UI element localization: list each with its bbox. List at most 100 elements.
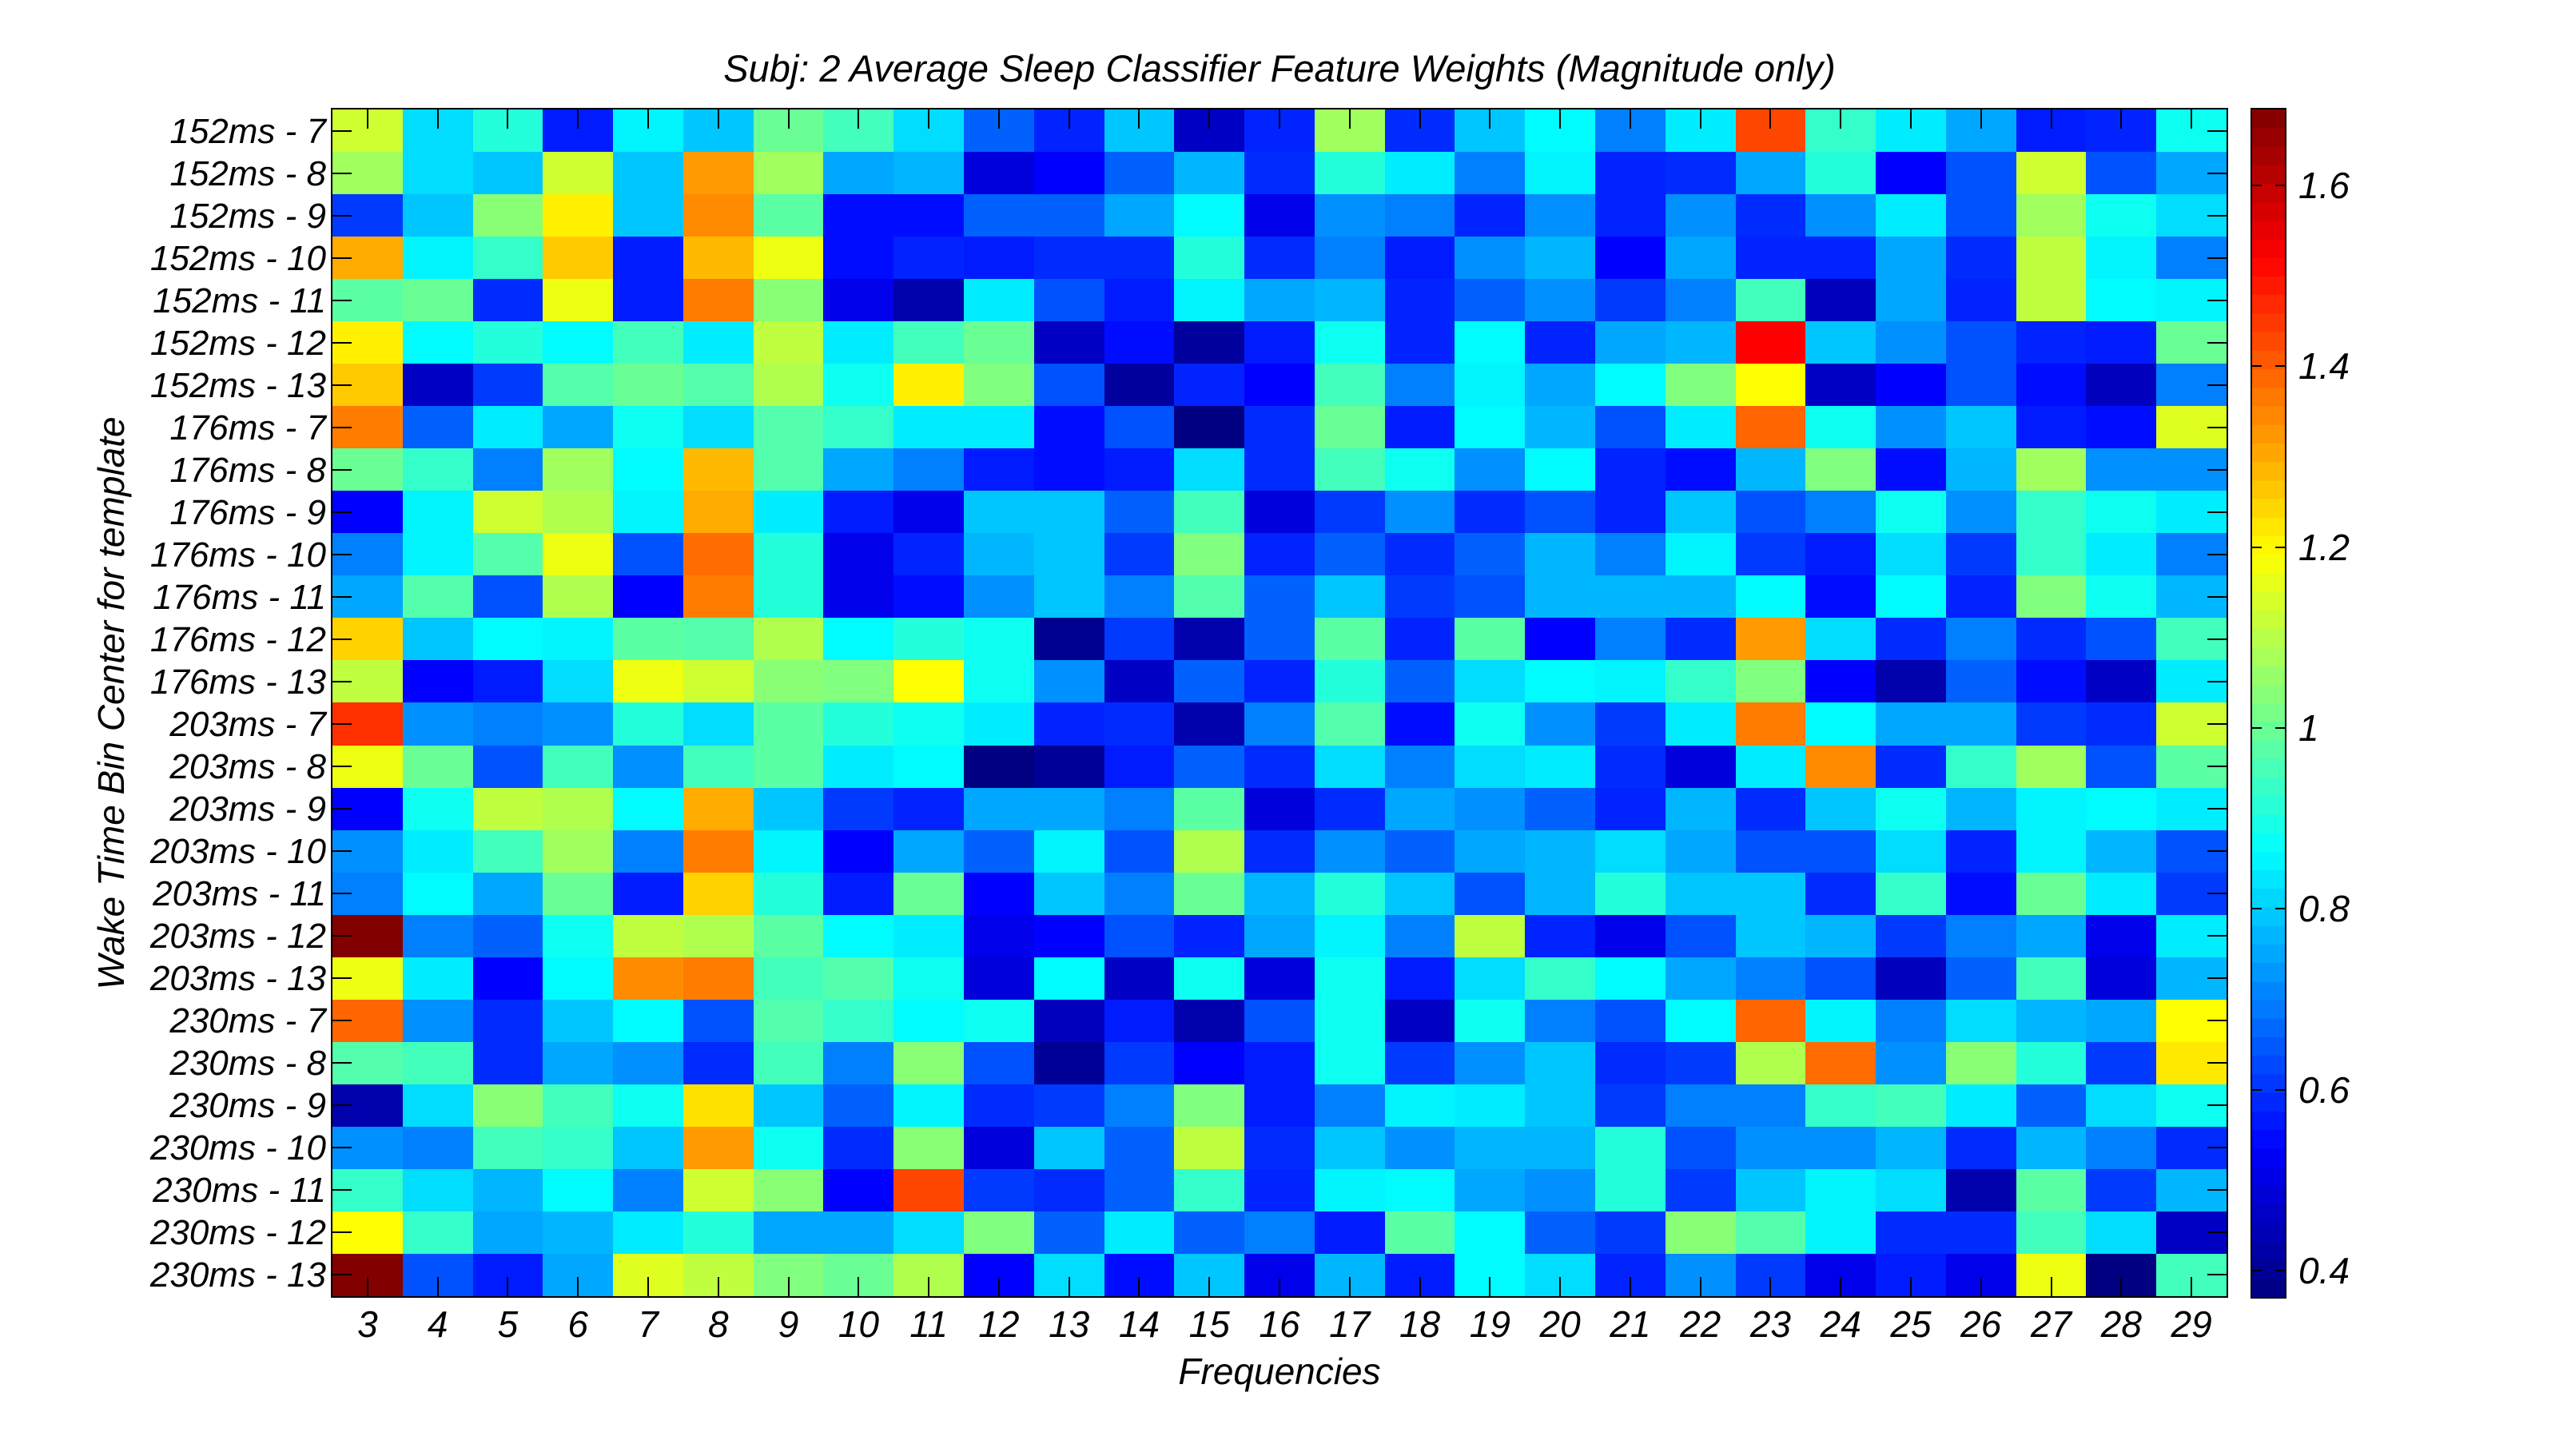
heatmap-cell xyxy=(1525,618,1595,661)
heatmap-cell xyxy=(1525,787,1595,830)
x-tick-label: 18 xyxy=(1399,1303,1441,1345)
heatmap-cell xyxy=(753,618,824,661)
heatmap-cell xyxy=(1104,1041,1175,1084)
heatmap-cell xyxy=(613,279,683,322)
y-tick-label: 203ms - 9 xyxy=(169,790,326,829)
heatmap-cell xyxy=(1805,533,1876,576)
heatmap-cell xyxy=(753,914,824,957)
heatmap-cell xyxy=(1174,872,1245,915)
colorbar-tick-mark xyxy=(2252,908,2262,910)
heatmap-cell xyxy=(2086,660,2157,703)
heatmap-cell xyxy=(1595,448,1666,491)
y-tick-mark xyxy=(2207,1231,2227,1234)
y-tick-mark xyxy=(2207,1147,2227,1149)
heatmap-cell xyxy=(1805,194,1876,237)
heatmap-cell xyxy=(1595,872,1666,915)
colorbar-tick-label: 1.2 xyxy=(2298,526,2350,568)
heatmap-cell xyxy=(543,702,614,746)
heatmap-cell xyxy=(683,533,754,576)
heatmap-cell xyxy=(1945,999,2016,1042)
y-tick-label: 203ms - 10 xyxy=(149,832,326,872)
heatmap-cell xyxy=(1244,406,1315,449)
heatmap-cell xyxy=(1033,1084,1104,1127)
y-tick-mark xyxy=(2207,1189,2227,1191)
y-tick-mark xyxy=(332,172,352,174)
heatmap-cell xyxy=(1525,364,1595,407)
heatmap-cell xyxy=(823,787,894,830)
heatmap-cell xyxy=(1525,872,1595,915)
heatmap-cell xyxy=(1384,872,1455,915)
heatmap-cell xyxy=(1805,787,1876,830)
heatmap-cell xyxy=(1174,1168,1245,1211)
heatmap-cell xyxy=(2086,618,2157,661)
heatmap-cell xyxy=(1455,1168,1526,1211)
heatmap-cell xyxy=(823,1168,894,1211)
x-tick-label: 20 xyxy=(1539,1303,1581,1345)
heatmap-cell xyxy=(823,491,894,534)
heatmap-cell xyxy=(1945,872,2016,915)
heatmap-cell xyxy=(2086,194,2157,237)
heatmap-cell xyxy=(1665,575,1736,619)
heatmap-cell xyxy=(1735,491,1806,534)
heatmap-cell xyxy=(402,1084,473,1127)
heatmap-cell xyxy=(964,152,1034,195)
heatmap-cell xyxy=(402,1041,473,1084)
x-tick-mark xyxy=(1840,109,1842,129)
heatmap-cell xyxy=(1174,448,1245,491)
heatmap-cell xyxy=(753,872,824,915)
heatmap-cell xyxy=(1945,660,2016,703)
heatmap-cell xyxy=(402,533,473,576)
heatmap-cell xyxy=(2016,914,2087,957)
heatmap-cell xyxy=(1455,406,1526,449)
heatmap-cell xyxy=(2016,1041,2087,1084)
heatmap-cell xyxy=(2016,745,2087,788)
heatmap-cell xyxy=(1945,1168,2016,1211)
heatmap-cell xyxy=(2086,829,2157,873)
x-tick-mark xyxy=(1208,1277,1211,1296)
heatmap-cell xyxy=(1735,914,1806,957)
heatmap-cell xyxy=(2086,1168,2157,1211)
heatmap-cell xyxy=(683,829,754,873)
heatmap-cell xyxy=(964,1126,1034,1169)
heatmap-cell xyxy=(1455,194,1526,237)
heatmap-cell xyxy=(1945,533,2016,576)
heatmap-cell xyxy=(753,660,824,703)
heatmap-cell xyxy=(1384,957,1455,1000)
heatmap-cell xyxy=(1876,999,1946,1042)
heatmap-cell xyxy=(1945,448,2016,491)
colorbar-tick-mark xyxy=(2252,546,2262,548)
heatmap-cell xyxy=(1384,575,1455,619)
heatmap-cell xyxy=(1735,1168,1806,1211)
y-tick-mark xyxy=(332,426,352,428)
heatmap-cell xyxy=(2016,533,2087,576)
heatmap-cell xyxy=(1735,1126,1806,1169)
heatmap-cell xyxy=(683,872,754,915)
heatmap-cell xyxy=(1735,1084,1806,1127)
heatmap-cell xyxy=(964,237,1034,280)
heatmap-cell xyxy=(1876,1084,1946,1127)
heatmap-cell xyxy=(1525,1084,1595,1127)
heatmap-cell xyxy=(472,872,543,915)
heatmap-cell xyxy=(1876,237,1946,280)
heatmap-cell xyxy=(613,533,683,576)
heatmap-cell xyxy=(472,321,543,364)
heatmap-cell xyxy=(683,406,754,449)
y-tick-mark xyxy=(332,850,352,853)
heatmap-cell xyxy=(1805,660,1876,703)
y-tick-mark xyxy=(2207,723,2227,726)
heatmap-cell xyxy=(402,745,473,788)
y-tick-label: 152ms - 13 xyxy=(149,365,326,405)
heatmap-cell xyxy=(753,957,824,1000)
heatmap-cell xyxy=(1314,1126,1385,1169)
x-tick-label: 22 xyxy=(1680,1303,1721,1345)
colorbar-tick-mark xyxy=(2252,185,2262,187)
y-tick-mark xyxy=(2207,553,2227,555)
heatmap-cell xyxy=(1244,1041,1315,1084)
heatmap-cell xyxy=(683,1041,754,1084)
heatmap-cell xyxy=(613,321,683,364)
heatmap-cell xyxy=(1595,829,1666,873)
heatmap-cell xyxy=(964,872,1034,915)
heatmap-cell xyxy=(1665,745,1736,788)
heatmap-cell xyxy=(1455,491,1526,534)
heatmap-cell xyxy=(1945,194,2016,237)
